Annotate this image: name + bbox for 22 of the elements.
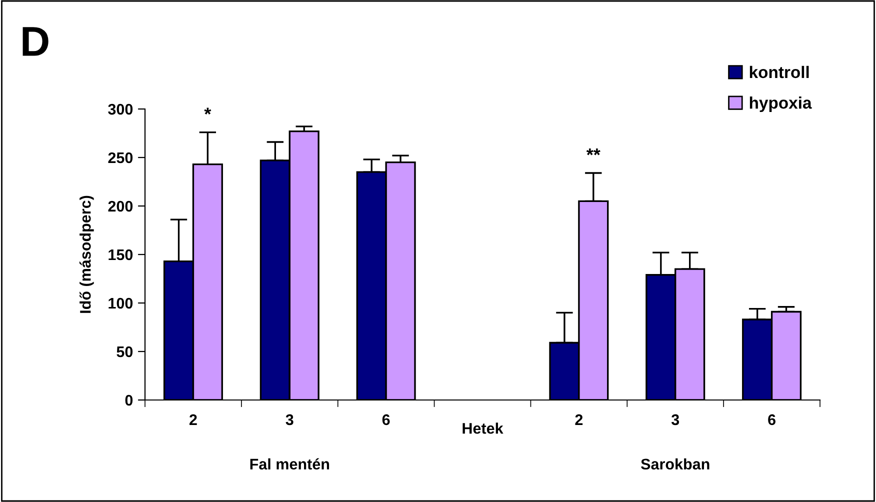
y-tick-label: 300: [108, 104, 133, 115]
annotation: **: [586, 148, 600, 156]
y-tick-label: 0: [125, 394, 133, 406]
annotation: *: [204, 108, 212, 114]
legend-label: hypoxia: [750, 96, 812, 112]
y-tick-label: 100: [108, 298, 133, 309]
y-tick-label: 150: [108, 249, 133, 260]
x-axis-title: Hetek: [462, 422, 504, 434]
x-tick-label: 2: [189, 414, 197, 425]
y-tick-label: 250: [108, 152, 133, 164]
text: Fal mentén: [250, 458, 330, 470]
y-tick-label: 50: [116, 346, 133, 358]
x-tick-label: 6: [382, 414, 390, 426]
x-tick-label: 3: [286, 414, 294, 426]
y-axis-title: Idő (másodperc): [79, 196, 94, 313]
y-tick-label: 200: [108, 200, 133, 212]
x-tick-label: 6: [768, 414, 776, 426]
text: D: [22, 27, 48, 56]
legend-label: kontroll: [750, 66, 809, 78]
x-tick-label: 2: [575, 414, 583, 425]
text: Sarokban: [640, 458, 710, 470]
x-tick-label: 3: [671, 414, 680, 426]
